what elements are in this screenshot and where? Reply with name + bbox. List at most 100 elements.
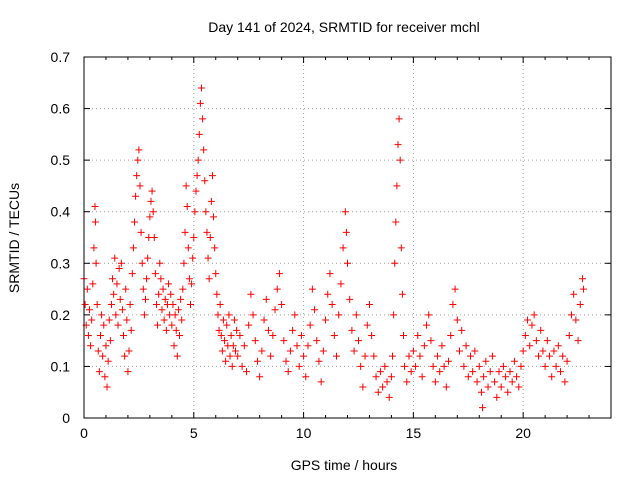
- data-point: [335, 311, 343, 319]
- data-point: [83, 285, 91, 293]
- data-point: [482, 357, 490, 365]
- data-point: [232, 347, 240, 355]
- ticks: [83, 56, 611, 419]
- data-point: [136, 182, 144, 190]
- data-point: [84, 331, 92, 339]
- data-point: [552, 362, 560, 370]
- data-point: [176, 331, 184, 339]
- data-point: [128, 270, 136, 278]
- data-point: [539, 347, 547, 355]
- data-point: [561, 378, 569, 386]
- data-point: [195, 130, 203, 138]
- x-tick-label: 10: [296, 425, 312, 441]
- data-point: [211, 244, 219, 252]
- data-point: [186, 301, 194, 309]
- data-point: [574, 337, 582, 345]
- x-tick-labels: 0 5 10 15 20: [80, 425, 531, 441]
- data-point: [530, 311, 538, 319]
- data-point: [190, 234, 198, 241]
- data-point: [526, 342, 534, 350]
- data-point: [361, 352, 369, 360]
- data-point: [414, 331, 422, 339]
- data-point: [368, 331, 376, 339]
- data-point: [247, 290, 255, 298]
- data-point: [236, 331, 244, 339]
- data-point: [96, 331, 104, 339]
- data-point: [504, 388, 512, 396]
- data-point: [291, 311, 299, 319]
- data-point: [420, 342, 428, 350]
- data-point: [565, 331, 573, 339]
- data-point: [102, 342, 110, 350]
- data-point: [227, 331, 235, 339]
- data-point: [515, 383, 523, 391]
- data-point: [90, 244, 98, 252]
- data-point: [110, 290, 118, 298]
- data-point: [103, 383, 111, 391]
- data-points: [80, 84, 588, 412]
- data-point: [466, 352, 474, 360]
- data-point: [407, 368, 415, 376]
- data-point: [132, 192, 140, 200]
- data-point: [207, 197, 215, 205]
- data-point: [154, 321, 162, 329]
- data-point: [322, 316, 330, 324]
- data-point: [497, 383, 505, 391]
- data-point: [372, 373, 380, 381]
- data-point: [223, 321, 231, 329]
- data-point: [416, 352, 424, 360]
- data-point: [554, 342, 562, 350]
- data-point: [313, 337, 321, 345]
- data-point: [341, 208, 349, 216]
- data-point: [191, 208, 199, 216]
- data-point: [212, 270, 220, 278]
- x-tick-label: 15: [406, 425, 422, 441]
- data-point: [137, 228, 145, 236]
- data-point: [192, 187, 200, 195]
- data-point: [517, 362, 525, 370]
- data-point: [567, 311, 575, 319]
- data-point: [125, 347, 133, 355]
- data-point: [337, 280, 345, 288]
- data-point: [180, 259, 188, 267]
- x-tick-label: 20: [515, 425, 531, 441]
- data-point: [178, 316, 186, 324]
- y-tick-labels: 0 0.1 0.2 0.3 0.4 0.5 0.6 0.7: [51, 49, 71, 426]
- data-point: [267, 352, 275, 360]
- data-point: [183, 203, 191, 211]
- data-point: [262, 295, 270, 303]
- data-point: [333, 352, 341, 360]
- data-point: [418, 373, 426, 381]
- data-point: [256, 373, 264, 381]
- data-point: [134, 156, 142, 164]
- data-point: [147, 197, 155, 205]
- data-point: [214, 311, 222, 319]
- data-point: [109, 275, 117, 283]
- data-point: [107, 301, 115, 309]
- data-point: [389, 352, 397, 360]
- data-point: [458, 326, 466, 334]
- data-point: [93, 301, 101, 309]
- data-point: [502, 373, 510, 381]
- data-point: [370, 352, 378, 360]
- data-point: [306, 321, 314, 329]
- data-point: [330, 331, 338, 339]
- data-point: [129, 244, 137, 252]
- data-point: [197, 84, 205, 92]
- data-point: [535, 352, 543, 360]
- data-point: [289, 326, 297, 334]
- y-tick-label: 0.7: [51, 49, 71, 65]
- data-point: [233, 326, 241, 334]
- data-point: [124, 368, 132, 376]
- data-point: [221, 337, 229, 345]
- data-point: [519, 347, 527, 355]
- data-point: [242, 368, 250, 376]
- data-point: [409, 347, 417, 355]
- data-point: [146, 213, 154, 221]
- data-point: [326, 270, 334, 278]
- data-point: [440, 362, 448, 370]
- data-point: [339, 244, 347, 252]
- data-point: [431, 378, 439, 386]
- data-point: [215, 326, 223, 334]
